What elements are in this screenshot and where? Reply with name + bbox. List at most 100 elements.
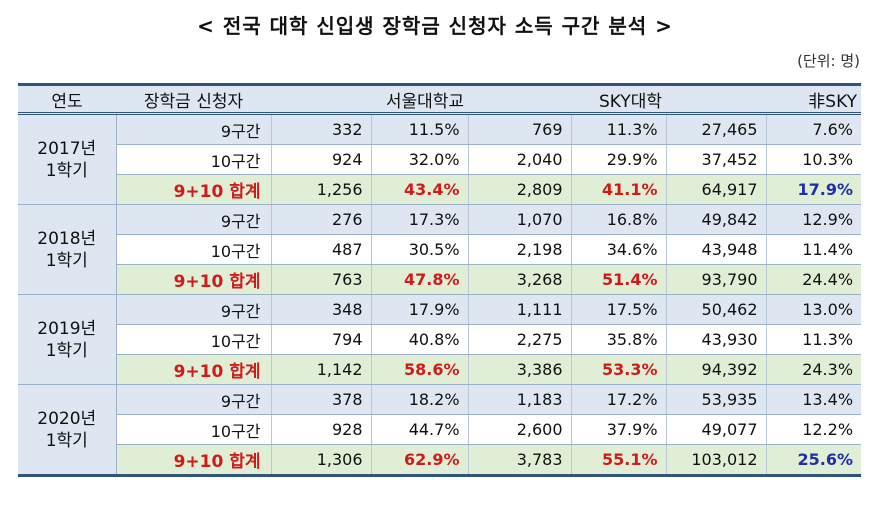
sky-percent: 17.5%	[571, 294, 667, 325]
snu-percent: 44.7%	[371, 414, 469, 445]
table-row-total: 9+10 합계 763 47.8% 3,268 51.4% 93,790 24.…	[18, 264, 862, 295]
row-label: 9구간	[116, 294, 272, 325]
sky-count: 2,040	[468, 144, 572, 175]
sky-percent: 35.8%	[571, 324, 667, 355]
snu-percent: 47.8%	[371, 264, 469, 295]
row-label: 9구간	[116, 204, 272, 235]
non-sky-percent: 13.4%	[766, 384, 862, 415]
row-label: 9구간	[116, 113, 272, 145]
semester-label: 1학기	[45, 160, 88, 181]
row-label-total: 9+10 합계	[116, 354, 272, 385]
sky-count: 3,783	[468, 444, 572, 477]
header-year: 연도	[18, 83, 116, 115]
semester-label: 1학기	[45, 250, 88, 271]
non-sky-percent: 25.6%	[766, 444, 862, 477]
sky-count: 1,111	[468, 294, 572, 325]
non-sky-count: 64,917	[666, 174, 767, 205]
non-sky-count: 49,842	[666, 204, 767, 235]
snu-percent: 17.3%	[371, 204, 469, 235]
sky-count: 3,268	[468, 264, 572, 295]
sky-percent: 11.3%	[571, 113, 667, 145]
sky-percent: 34.6%	[571, 234, 667, 265]
non-sky-count: 53,935	[666, 384, 767, 415]
row-label-total: 9+10 합계	[116, 264, 272, 295]
non-sky-percent: 12.9%	[766, 204, 862, 235]
non-sky-percent: 24.4%	[766, 264, 862, 295]
sky-count: 769	[468, 113, 572, 145]
table-row: 10구간 487 30.5% 2,198 34.6% 43,948 11.4%	[18, 234, 862, 265]
semester-label: 1학기	[45, 340, 88, 361]
year-label: 2018년	[37, 228, 97, 249]
income-bracket-table: 연도 장학금 신청자 서울대학교 SKY대학 非SKY 2017년 1학기 9구…	[18, 83, 862, 477]
non-sky-count: 49,077	[666, 414, 767, 445]
semester-label: 1학기	[45, 430, 88, 451]
header-snu: 서울대학교	[271, 83, 469, 115]
snu-count: 1,256	[271, 174, 372, 205]
non-sky-count: 43,930	[666, 324, 767, 355]
sky-percent: 41.1%	[571, 174, 667, 205]
year-cell: 2019년 1학기	[18, 294, 117, 385]
table-row: 10구간 928 44.7% 2,600 37.9% 49,077 12.2%	[18, 414, 862, 445]
snu-count: 928	[271, 414, 372, 445]
row-label-total: 9+10 합계	[116, 174, 272, 205]
non-sky-percent: 7.6%	[766, 113, 862, 145]
unit-label: (단위: 명)	[797, 52, 860, 70]
row-label: 10구간	[116, 144, 272, 175]
row-label-total: 9+10 합계	[116, 444, 272, 477]
snu-percent: 58.6%	[371, 354, 469, 385]
non-sky-percent: 11.4%	[766, 234, 862, 265]
non-sky-percent: 11.3%	[766, 324, 862, 355]
snu-count: 763	[271, 264, 372, 295]
snu-count: 332	[271, 113, 372, 145]
header-applicant: 장학금 신청자	[116, 83, 271, 115]
non-sky-count: 50,462	[666, 294, 767, 325]
table-row: 2019년 1학기 9구간 348 17.9% 1,111 17.5% 50,4…	[18, 294, 862, 385]
non-sky-percent: 17.9%	[766, 174, 862, 205]
snu-percent: 11.5%	[371, 113, 469, 145]
sky-count: 2,600	[468, 414, 572, 445]
sky-percent: 29.9%	[571, 144, 667, 175]
row-label: 9구간	[116, 384, 272, 415]
table-row: 2018년 1학기 9구간 276 17.3% 1,070 16.8% 49,8…	[18, 204, 862, 295]
non-sky-count: 93,790	[666, 264, 767, 295]
year-label: 2019년	[37, 318, 97, 339]
sky-count: 2,809	[468, 174, 572, 205]
snu-percent: 40.8%	[371, 324, 469, 355]
sky-percent: 51.4%	[571, 264, 667, 295]
table-row: 10구간 794 40.8% 2,275 35.8% 43,930 11.3%	[18, 324, 862, 355]
non-sky-percent: 10.3%	[766, 144, 862, 175]
year-label: 2020년	[37, 408, 97, 429]
non-sky-count: 103,012	[666, 444, 767, 477]
header-row: 연도 장학금 신청자 서울대학교 SKY대학 非SKY	[18, 83, 862, 115]
sky-percent: 17.2%	[571, 384, 667, 415]
snu-percent: 62.9%	[371, 444, 469, 477]
sky-count: 1,183	[468, 384, 572, 415]
sky-count: 3,386	[468, 354, 572, 385]
row-label: 10구간	[116, 234, 272, 265]
sky-count: 2,198	[468, 234, 572, 265]
sky-percent: 55.1%	[571, 444, 667, 477]
table-row-total: 9+10 합계 1,256 43.4% 2,809 41.1% 64,917 1…	[18, 174, 862, 205]
snu-percent: 43.4%	[371, 174, 469, 205]
year-cell: 2018년 1학기	[18, 204, 117, 295]
header-non-sky: 非SKY	[666, 83, 862, 115]
year-label: 2017년	[37, 138, 97, 159]
row-label: 10구간	[116, 414, 272, 445]
non-sky-percent: 12.2%	[766, 414, 862, 445]
snu-count: 487	[271, 234, 372, 265]
non-sky-count: 43,948	[666, 234, 767, 265]
snu-count: 924	[271, 144, 372, 175]
non-sky-count: 27,465	[666, 113, 767, 145]
table-row: 2020년 1학기 9구간 378 18.2% 1,183 17.2% 53,9…	[18, 384, 862, 477]
snu-count: 1,306	[271, 444, 372, 477]
snu-count: 276	[271, 204, 372, 235]
sky-count: 1,070	[468, 204, 572, 235]
table-row-total: 9+10 합계 1,306 62.9% 3,783 55.1% 103,012 …	[18, 444, 862, 477]
snu-count: 794	[271, 324, 372, 355]
table-row: 2017년 1학기 9구간 332 11.5% 769 11.3% 27,465…	[18, 113, 862, 205]
row-label: 10구간	[116, 324, 272, 355]
sky-percent: 37.9%	[571, 414, 667, 445]
non-sky-count: 94,392	[666, 354, 767, 385]
non-sky-percent: 13.0%	[766, 294, 862, 325]
table-row-total: 9+10 합계 1,142 58.6% 3,386 53.3% 94,392 2…	[18, 354, 862, 385]
